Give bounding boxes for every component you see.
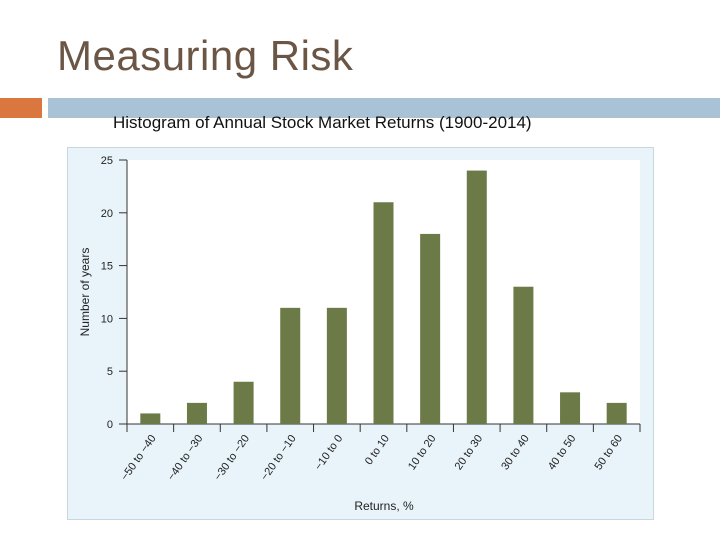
x-tick-label: 50 to 60: [593, 433, 626, 472]
y-tick-label: 20: [101, 208, 113, 220]
chart-title: Histogram of Annual Stock Market Returns…: [113, 113, 532, 132]
histogram-bar: [420, 233, 441, 424]
y-tick-label: 15: [101, 261, 113, 273]
x-tick-label: 10 to 20: [406, 433, 439, 472]
histogram-bar: [466, 170, 487, 424]
histogram-bar: [373, 202, 394, 424]
histogram-bar: [140, 413, 161, 424]
histogram-bar: [326, 307, 347, 424]
histogram-bar: [186, 402, 207, 424]
x-tick-label: −30 to −20: [212, 433, 252, 483]
title-accent-bar-orange: [0, 98, 42, 118]
x-tick-label: 40 to 50: [546, 433, 579, 472]
x-axis-title: Returns, %: [354, 499, 414, 513]
y-tick-label: 10: [101, 313, 113, 325]
histogram-bar: [560, 392, 581, 424]
histogram-bar: [233, 381, 254, 424]
y-axis-title: Number of years: [78, 248, 92, 337]
x-tick-label: 0 to 10: [363, 433, 392, 467]
histogram-bar: [606, 402, 627, 424]
x-tick-label: −50 to −40: [119, 433, 159, 483]
y-tick-label: 5: [107, 366, 113, 378]
y-tick-label: 25: [101, 155, 113, 167]
slide-title: Measuring Risk: [57, 32, 354, 79]
x-tick-label: −40 to −30: [165, 433, 205, 483]
x-tick-label: 30 to 40: [499, 433, 532, 472]
title-accent-bar-blue: [48, 98, 720, 118]
x-tick-label: −20 to −10: [259, 433, 299, 483]
histogram-bar: [513, 286, 534, 424]
histogram-bar: [280, 307, 301, 424]
x-tick-label: −10 to 0: [313, 433, 346, 473]
x-tick-label: 20 to 30: [453, 433, 486, 472]
y-tick-label: 0: [107, 419, 113, 431]
